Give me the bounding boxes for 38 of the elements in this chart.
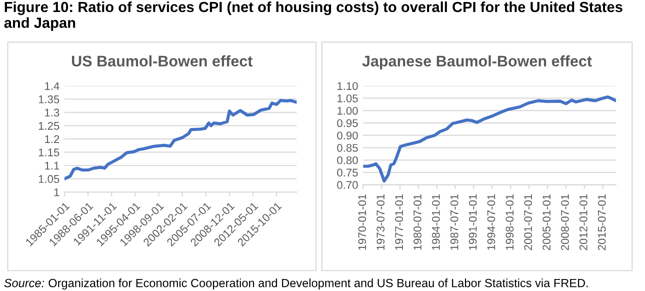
x-tick-label: 2005-01-01 bbox=[542, 194, 550, 250]
x-tick-label: 1970-01-01 bbox=[358, 194, 366, 250]
y-tick-label: 1.05 bbox=[38, 175, 60, 183]
text: Organization for Economic Cooperation and Development and US Bureau of Labor Statistics via FRED. bbox=[48, 278, 588, 290]
y-tick-label: 0.70 bbox=[337, 181, 358, 189]
y-tick-label: 0.75 bbox=[337, 168, 358, 177]
y-tick-label: 0.95 bbox=[337, 119, 358, 128]
y-tick-label: 1.4 bbox=[45, 82, 60, 90]
x-tick-label: 2012-01-01 bbox=[579, 194, 588, 250]
text: Figure 10: Ratio of services CPI (net of housing costs) to overall CPI for the United States and Japan bbox=[4, 1, 622, 31]
y-tick-label: 1.15 bbox=[38, 148, 60, 156]
y-tick-label: 1.3 bbox=[45, 108, 60, 117]
x-tick-label: 1984-01-01 bbox=[432, 194, 440, 250]
y-tick-label: 1.00 bbox=[338, 106, 358, 115]
chart-title: Japanese Baumol-Bowen effect bbox=[362, 55, 592, 70]
x-tick-label: 2008-07-01 bbox=[561, 194, 569, 250]
y-tick-label: 0.85 bbox=[337, 144, 358, 152]
source-note: Source: bbox=[4, 278, 44, 288]
x-tick-label: 1987-07-01 bbox=[450, 194, 458, 250]
chart-title: US Baumol-Bowen effect bbox=[72, 55, 253, 67]
y-tick-label: 1.05 bbox=[338, 94, 358, 102]
y-tick-label: 1 bbox=[54, 188, 60, 196]
y-tick-label: 1.1 bbox=[45, 162, 60, 170]
x-tick-label: 2015-07-01 bbox=[598, 194, 606, 250]
y-tick-label: 0.90 bbox=[337, 132, 358, 140]
y-tick-label: 1.10 bbox=[338, 82, 358, 90]
y-tick-label: 1.25 bbox=[38, 122, 60, 130]
x-tick-label: 2001-07-01 bbox=[524, 194, 532, 250]
x-tick-label: 1994-07-01 bbox=[487, 194, 496, 250]
line-series bbox=[64, 98, 297, 180]
x-tick-label: 1998-01-01 bbox=[506, 194, 514, 250]
x-tick-label: 1991-01-01 bbox=[468, 194, 477, 250]
x-tick-label: 1980-07-01 bbox=[414, 194, 422, 250]
y-tick-label: 1.35 bbox=[38, 95, 60, 104]
y-tick-label: 1.2 bbox=[45, 135, 60, 143]
x-tick-label: 1977-01-01 bbox=[395, 194, 403, 250]
x-tick-label: 1973-07-01 bbox=[376, 194, 385, 250]
y-tick-label: 0.80 bbox=[337, 156, 358, 164]
